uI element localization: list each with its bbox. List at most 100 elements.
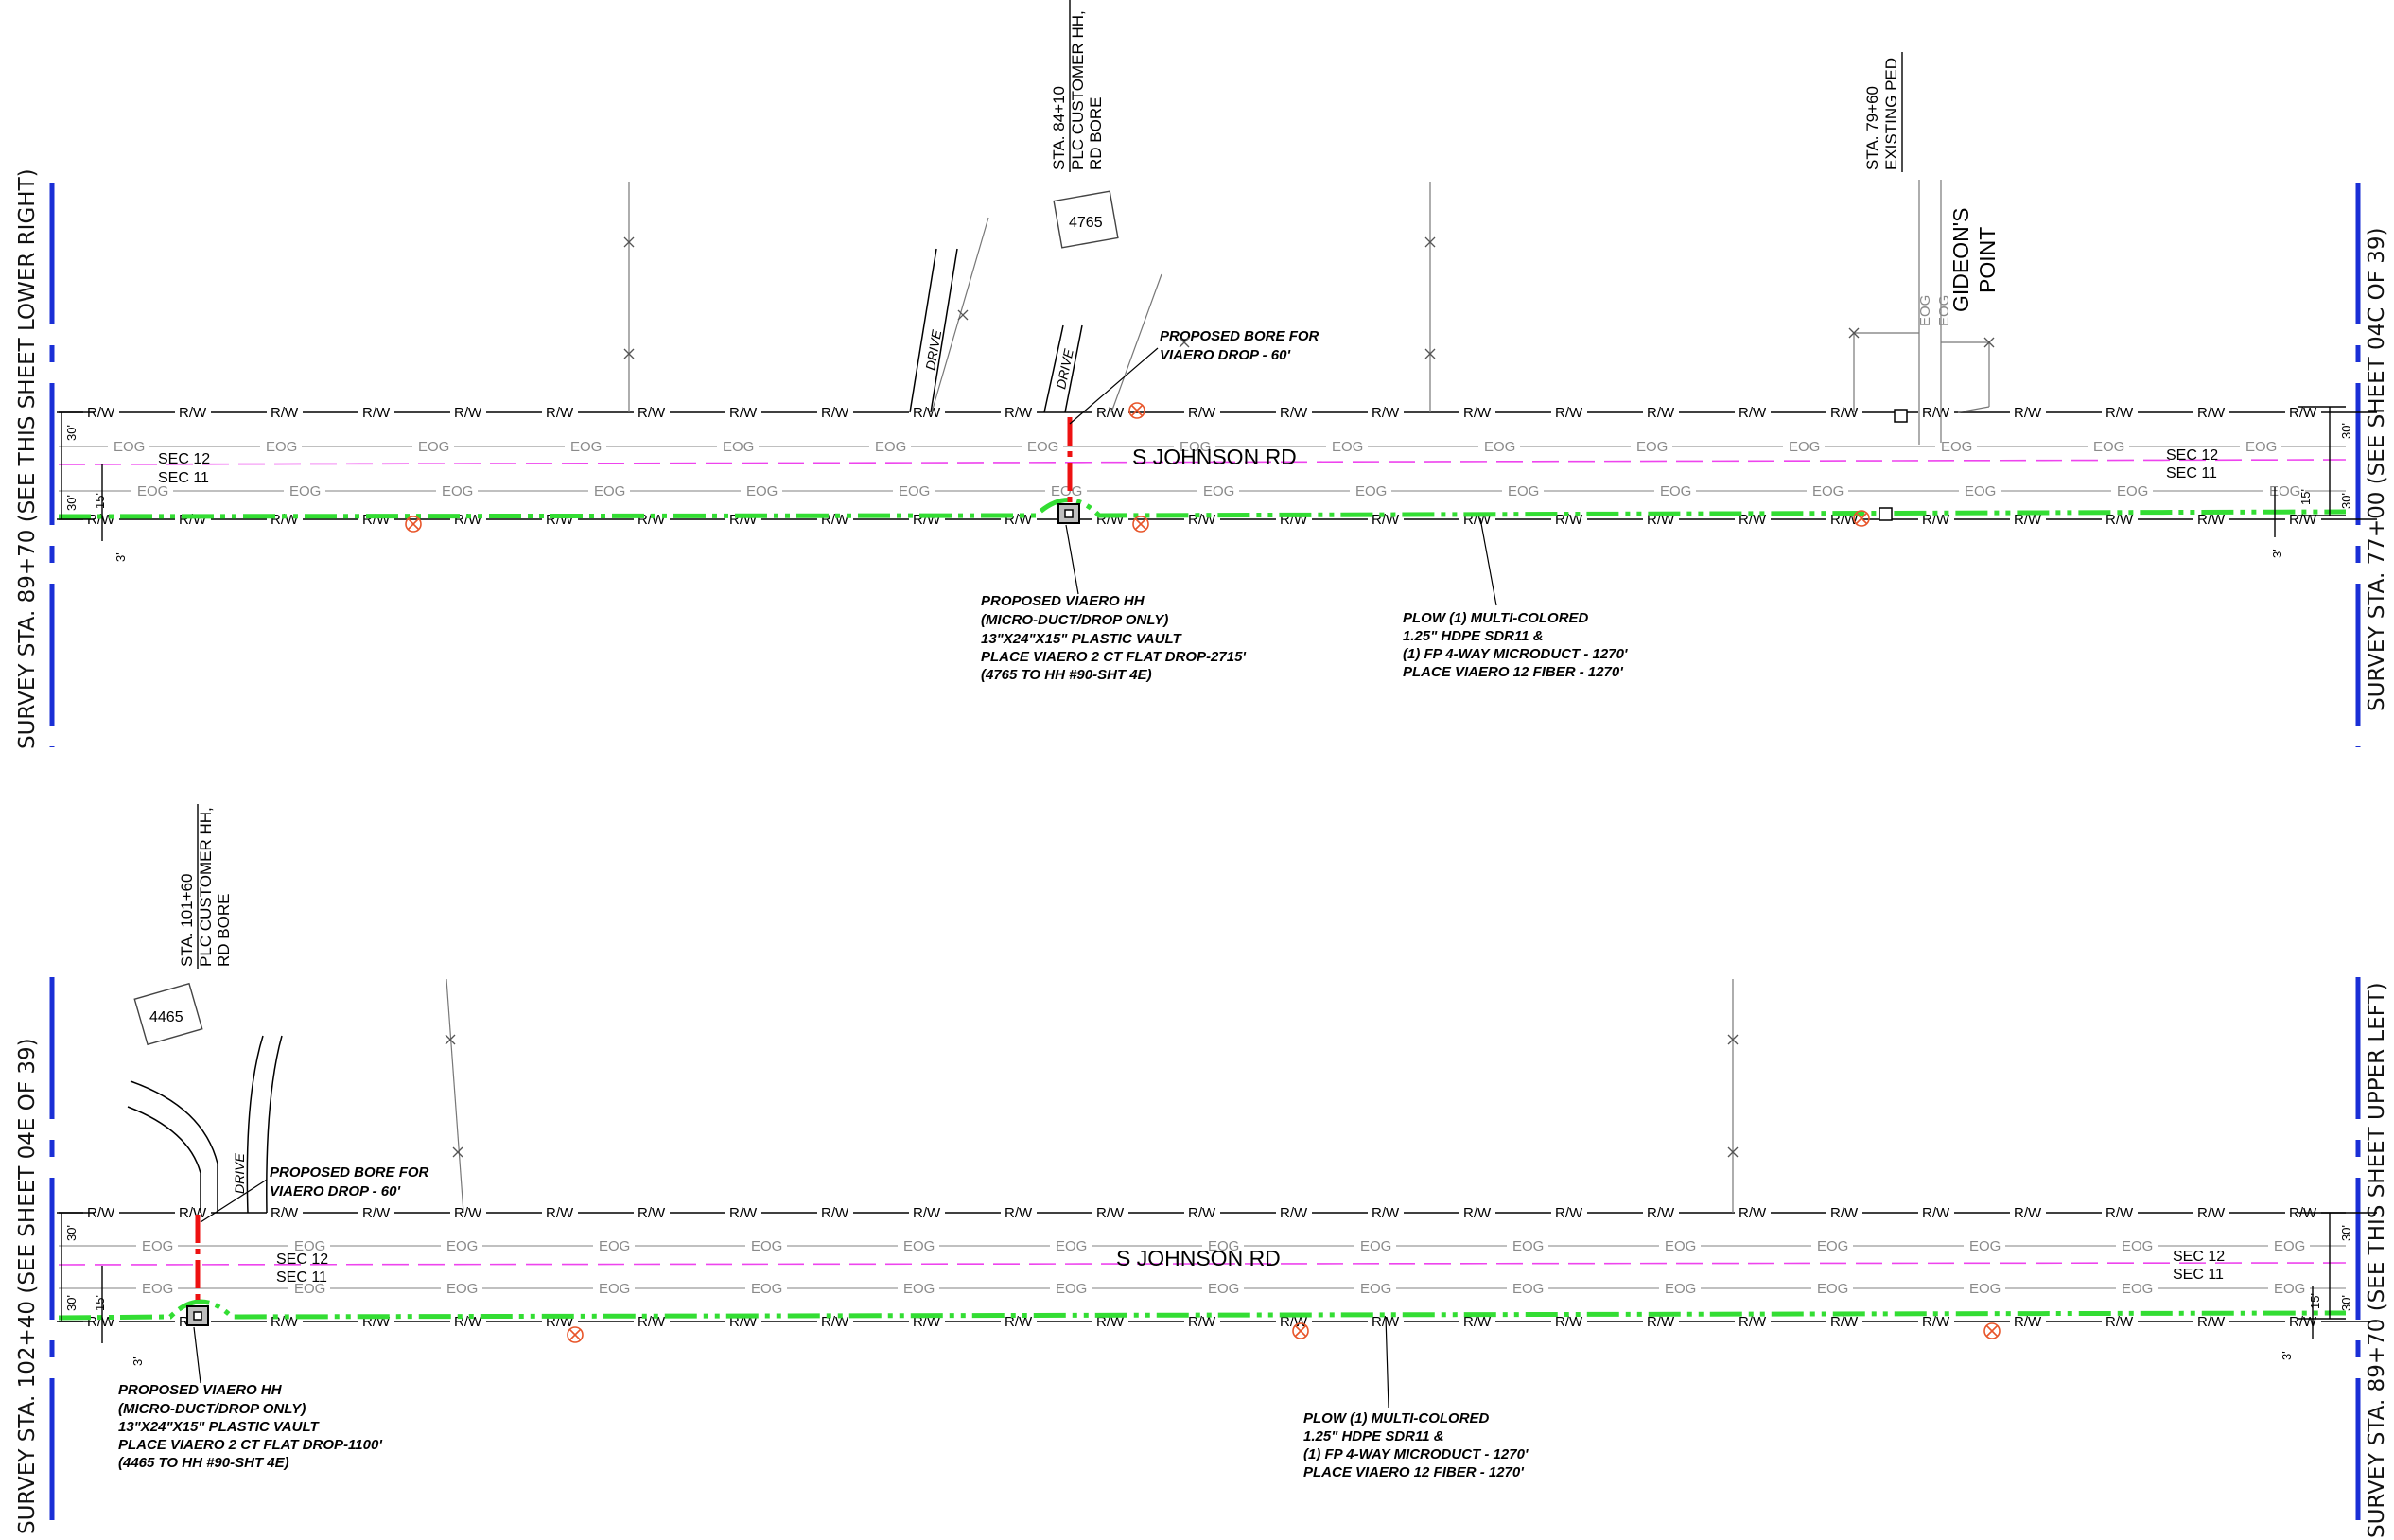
eog-label: EOG — [2122, 1281, 2153, 1297]
rw-label: R/W — [2197, 1205, 2226, 1221]
eog-label: EOG — [1941, 439, 1972, 455]
dim-30-se: 30' — [2339, 493, 2353, 509]
hh-note-b2: (MICRO-DUCT/DROP ONLY) — [118, 1401, 306, 1417]
bore-note-b1: PROPOSED BORE FOR — [270, 1164, 429, 1181]
road-name-bottom: S JOHNSON RD — [1116, 1246, 1281, 1270]
eog-label: EOG — [289, 483, 321, 499]
dim-3-w: 3' — [114, 552, 128, 562]
rw-label: R/W — [1280, 1205, 1308, 1221]
place-name-2: POINT — [1975, 227, 2000, 293]
panel-top: SURVEY STA. 89+70 (SEE THIS SHEET LOWER … — [15, 0, 2389, 749]
eog-label: EOG — [1508, 483, 1539, 499]
station-ped-2: EXISTING PED — [1882, 58, 1900, 170]
eog-label: EOG — [1512, 1238, 1544, 1254]
rw-label: R/W — [271, 1205, 299, 1221]
rw-label: R/W — [1372, 512, 1400, 528]
rw-label: R/W — [821, 405, 849, 421]
eog-label: EOG — [442, 483, 473, 499]
dimension-west-b — [57, 1212, 103, 1343]
eog-label: EOG — [594, 483, 625, 499]
eog-label: EOG — [746, 483, 778, 499]
eog-label: EOG — [446, 1281, 478, 1297]
dim-30-sw-b: 30' — [64, 1295, 79, 1311]
eog-label: EOG — [1969, 1281, 2001, 1297]
eog-label: EOG — [751, 1238, 782, 1254]
plow-note-4: PLACE VIAERO 12 FIBER - 1270' — [1403, 664, 1623, 680]
eog-label: EOG — [137, 483, 168, 499]
eog-label: EOG — [723, 439, 754, 455]
rw-label: R/W — [1555, 405, 1583, 421]
eog-label: EOG — [1355, 483, 1387, 499]
rw-label: R/W — [1922, 1314, 1950, 1330]
eog-label: EOG — [142, 1238, 173, 1254]
rw-label: R/W — [1463, 1205, 1492, 1221]
utility-crossing-icon — [1292, 1322, 1309, 1339]
station-customer-b2: PLC CUSTOMER HH, — [197, 807, 215, 967]
rw-label: R/W — [1005, 1314, 1033, 1330]
rw-label: R/W — [729, 1205, 758, 1221]
eog-label: EOG — [1180, 439, 1211, 455]
rw-label: R/W — [454, 405, 482, 421]
dim-30-nw-b: 30' — [64, 1225, 79, 1241]
sec12-label-east: SEC 12 — [2166, 447, 2218, 464]
eog-label: EOG — [1484, 439, 1515, 455]
dim-30-ne-b: 30' — [2339, 1225, 2353, 1241]
eog-label: EOG — [899, 483, 930, 499]
match-label-right: SURVEY STA. 77+00 (SEE SHEET 04C OF 39) — [2365, 227, 2389, 711]
rw-label: R/W — [1096, 1314, 1125, 1330]
utility-crossing-icon — [1983, 1322, 2001, 1339]
hh-note-b1: PROPOSED VIAERO HH — [118, 1382, 283, 1398]
station-customer-3: RD BORE — [1087, 97, 1105, 170]
rw-label: R/W — [821, 1314, 849, 1330]
eog-label: EOG — [1208, 1281, 1239, 1297]
rw-label: R/W — [1463, 1314, 1492, 1330]
rw-label: R/W — [1280, 1314, 1308, 1330]
dim-3-e-b: 3' — [2280, 1351, 2294, 1360]
dim-30-sw: 30' — [64, 495, 79, 511]
hh-note-2: (MICRO-DUCT/DROP ONLY) — [981, 612, 1168, 628]
rw-label: R/W — [1555, 1314, 1583, 1330]
rw-label: R/W — [1372, 405, 1400, 421]
driveway-1 — [909, 248, 958, 413]
hh-note-leader — [1065, 524, 1079, 595]
rw-label: R/W — [87, 1314, 115, 1330]
eog-label: EOG — [1660, 483, 1691, 499]
match-label-right-bottom: SURVEY STA. 89+70 (SEE THIS SHEET UPPER … — [2365, 982, 2389, 1538]
rw-label: R/W — [2014, 512, 2042, 528]
rw-label: R/W — [179, 405, 207, 421]
rw-label: R/W — [1830, 512, 1859, 528]
hh-note-1: PROPOSED VIAERO HH — [981, 593, 1145, 609]
rw-label: R/W — [1188, 1205, 1216, 1221]
rw-label: R/W — [2014, 1314, 2042, 1330]
station-customer-b1: STA. 101+60 — [178, 874, 196, 967]
bore-note-leader-b — [200, 1179, 268, 1223]
eog-label: EOG — [903, 1238, 935, 1254]
bore-note-b2: VIAERO DROP - 60' — [270, 1183, 400, 1199]
rw-label: R/W — [1188, 512, 1216, 528]
rw-label: R/W — [87, 512, 115, 528]
sec11-label-b: SEC 11 — [276, 1269, 327, 1286]
rw-label: R/W — [1830, 1314, 1859, 1330]
eog-label: EOG — [1969, 1238, 2001, 1254]
fence-marker-icon — [1727, 1034, 1739, 1045]
utility-crossing-icon — [567, 1326, 584, 1343]
eog-label: EOG — [1056, 1281, 1087, 1297]
fence-marker-icon — [957, 309, 969, 321]
road-name: S JOHNSON RD — [1132, 445, 1297, 469]
plow-note-b2: 1.25" HDPE SDR11 & — [1303, 1428, 1444, 1444]
rw-label: R/W — [2106, 405, 2134, 421]
rw-label: R/W — [362, 1205, 391, 1221]
bore-note-2: VIAERO DROP - 60' — [1160, 347, 1290, 363]
eog-label: EOG — [1665, 1238, 1696, 1254]
utility-crossing-icon — [1853, 510, 1870, 527]
eog-vertical-2: EOG — [1936, 295, 1952, 326]
rw-label: R/W — [638, 1314, 666, 1330]
hh-note-4: PLACE VIAERO 2 CT FLAT DROP-2715' — [981, 649, 1246, 665]
eog-label: EOG — [599, 1238, 630, 1254]
sec12-label-b: SEC 12 — [276, 1251, 328, 1268]
rw-label: R/W — [1647, 1314, 1675, 1330]
rw-label: R/W — [454, 1205, 482, 1221]
eog-line-south: EOG EOG EOG EOG EOG EOG EOG EOG EOG EOG EOG EOG EOG E… — [59, 483, 2346, 499]
fence-marker-icon — [1727, 1146, 1739, 1158]
eog-label: EOG — [1360, 1238, 1391, 1254]
